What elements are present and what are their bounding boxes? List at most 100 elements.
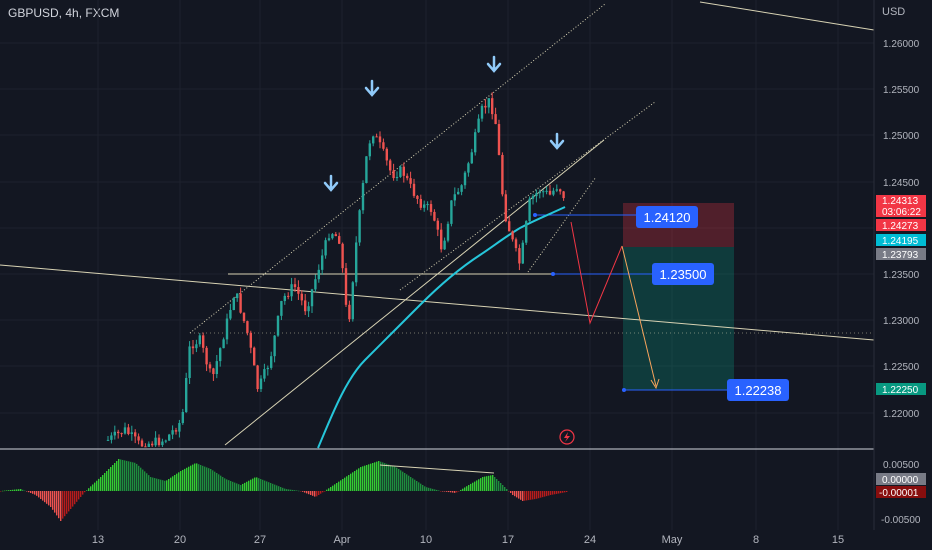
osc-bar [130,461,132,491]
osc-bar [160,479,162,491]
osc-bar [226,479,228,491]
osc-bar [118,459,120,491]
candle-body [484,105,487,108]
osc-bar [426,487,428,491]
osc-bar [456,491,458,493]
osc-bar [286,489,288,491]
candle-body [531,196,535,199]
osc-bar [370,463,372,491]
osc-bar [318,491,320,495]
osc-axis[interactable]: 0.00500 -0.00500 0.00000 -0.00001 [876,460,926,526]
osc-bar [480,478,482,491]
osc-bar [428,487,430,491]
osc-bar [290,489,292,491]
target-price-box[interactable]: 1.22238 [727,379,789,401]
osc-bar [212,470,214,491]
candle-body [348,304,351,320]
osc-bar [172,476,174,491]
symbol-title[interactable]: GBPUSD, 4h, FXCM [8,6,120,20]
flash-icon[interactable] [559,429,575,445]
mid-price-box[interactable]: 1.23500 [652,263,714,285]
osc-bar [18,489,20,491]
channel-mid[interactable] [399,101,656,291]
osc-bar [466,486,468,491]
osc-bar [410,477,412,491]
osc-bar [560,491,562,494]
date-tick: 15 [832,534,844,546]
candle-body [535,193,538,197]
candle-body [110,435,113,440]
candle-body [219,348,222,362]
osc-bar [82,491,84,495]
osc-bar [208,468,210,491]
osc-bar [462,488,464,491]
channel-lower[interactable] [224,139,605,446]
osc-bar [146,473,148,491]
candlestick-series [106,92,565,448]
osc-bar [218,474,220,491]
osc-bar [288,489,290,491]
osc-bar [368,464,370,491]
osc-bar [168,479,170,491]
osc-bar [100,477,102,491]
osc-bar [306,491,308,494]
osc-bar [316,491,318,497]
osc-bar [506,489,508,491]
osc-divergence-line[interactable] [379,464,495,474]
osc-bar [164,480,166,491]
osc-bar [84,491,86,493]
osc-bar [386,463,388,491]
candle-body [276,315,280,336]
svg-text:1.22238: 1.22238 [735,383,782,398]
osc-bar [404,473,406,491]
osc-bar [502,485,504,491]
svg-text:03:06:22: 03:06:22 [882,207,921,218]
candle-body [440,229,443,250]
osc-bar [176,473,178,491]
candle-body [399,166,402,177]
moving-average-line[interactable] [317,206,566,449]
candle-body [151,443,154,446]
osc-bar [266,481,268,491]
svg-text:1.24273: 1.24273 [882,221,919,232]
osc-bar [28,491,30,493]
candle-body [120,433,123,435]
wedge-lower[interactable] [527,176,597,273]
osc-bar [66,491,68,514]
osc-bar [440,491,442,492]
date-axis[interactable]: 13 20 27 Apr 10 17 24 May 8 15 [92,534,844,546]
osc-bar [438,490,440,491]
osc-bar [94,482,96,491]
osc-bar [112,465,114,491]
candle-body [137,436,140,441]
osc-bar [562,491,564,493]
top-right-trendline[interactable] [699,1,875,31]
osc-bar [416,481,418,491]
candle-body [491,98,494,115]
osc-bar [500,483,502,491]
osc-bar [540,491,542,498]
candle-body [463,172,467,186]
long-trendline[interactable] [0,264,875,341]
osc-bar [188,466,190,491]
osc-bar [528,491,530,501]
projection-path-orange[interactable] [621,245,657,387]
osc-tick: -0.00500 [881,515,921,526]
osc-bar [504,487,506,491]
candle-body [297,287,300,294]
candle-body [358,210,361,243]
projection-path-red[interactable] [570,221,623,325]
osc-bar [486,476,488,491]
entry-price-box[interactable]: 1.24120 [636,206,698,228]
osc-bar [22,489,24,491]
channel-upper[interactable] [189,3,606,334]
osc-bar [186,467,188,491]
candle-body [222,339,225,349]
osc-bar [544,491,546,497]
osc-bar [16,489,18,491]
price-axis[interactable]: 1.26000 1.25500 1.25000 1.24500 1.23500 … [883,39,920,420]
osc-bar [198,464,200,491]
osc-bar [196,463,198,491]
osc-bar [548,491,550,496]
